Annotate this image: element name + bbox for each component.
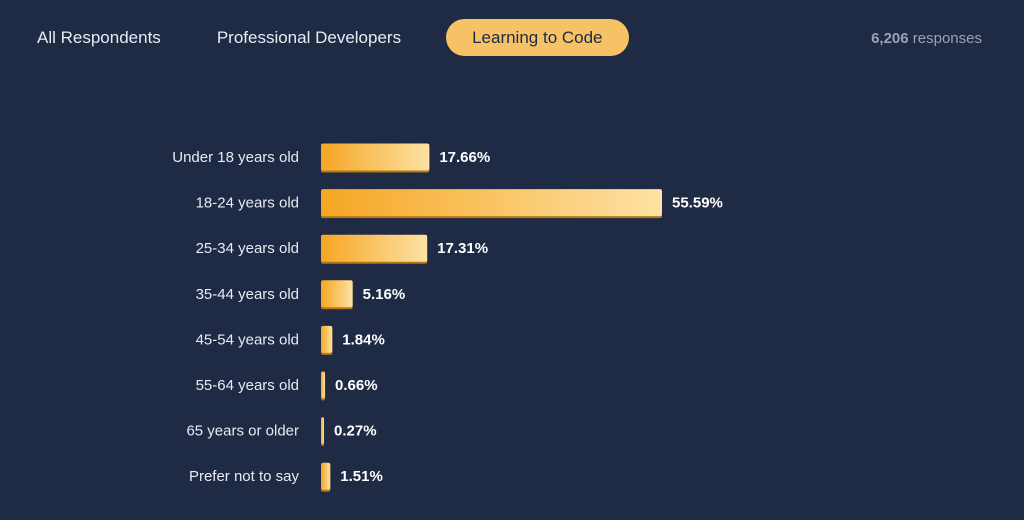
- value-label: 17.31%: [437, 240, 488, 257]
- value-label: 0.27%: [334, 423, 377, 440]
- value-label: 1.84%: [342, 331, 385, 348]
- bar: [321, 325, 333, 353]
- tab-professional-developers[interactable]: Professional Developers: [216, 28, 402, 47]
- value-label: 55.59%: [672, 195, 723, 212]
- category-label: 35-44 years old: [196, 286, 299, 303]
- value-label: 17.66%: [439, 149, 490, 166]
- tab-learning-to-code[interactable]: Learning to Code: [446, 19, 629, 56]
- tab-all-respondents[interactable]: All Respondents: [37, 28, 161, 47]
- category-label: 45-54 years old: [196, 331, 299, 348]
- responses-number: 6,206: [871, 30, 909, 47]
- category-label: 25-34 years old: [196, 240, 299, 257]
- category-label: 18-24 years old: [196, 195, 299, 212]
- bar: [321, 189, 662, 217]
- respondent-tabs: All Respondents Professional Developers …: [20, 19, 651, 56]
- category-label: Prefer not to say: [189, 468, 300, 485]
- responses-count: 6,206 responses: [871, 30, 982, 47]
- bar: [321, 143, 430, 171]
- bar: [321, 234, 428, 262]
- value-label: 5.16%: [363, 286, 406, 303]
- responses-suffix: responses: [912, 30, 982, 47]
- bar: [321, 417, 324, 445]
- value-label: 0.66%: [335, 377, 378, 394]
- bar: [321, 280, 353, 308]
- category-label: 55-64 years old: [196, 377, 299, 394]
- bar: [321, 371, 326, 399]
- category-label: 65 years or older: [186, 423, 299, 440]
- value-label: 1.51%: [340, 468, 383, 485]
- bar: [321, 462, 331, 490]
- category-label: Under 18 years old: [172, 149, 299, 166]
